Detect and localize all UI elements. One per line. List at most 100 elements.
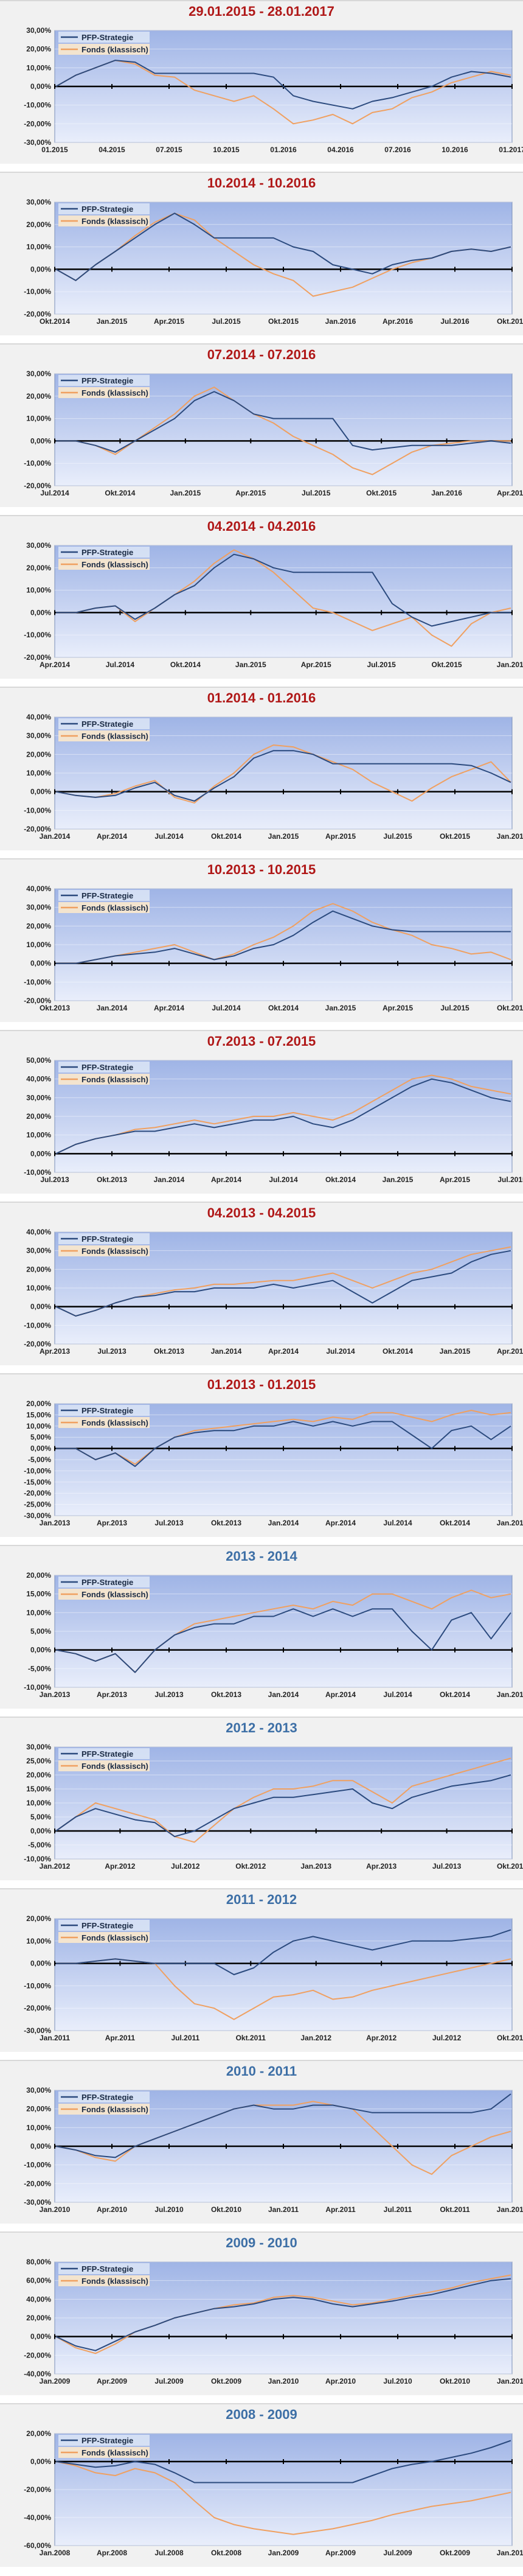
legend-label-strategy: PFP-Strategie	[81, 2436, 133, 2445]
y-tick-label: -20,00%	[24, 2004, 51, 2012]
x-tick-label: Okt.2014	[211, 832, 241, 841]
y-tick-label: 10,00%	[26, 1284, 51, 1292]
chart-svg: 30,00% 20,00% 10,00% 0,00% -10,00% -20,00% -30…	[24, 26, 523, 154]
x-tick-label: Okt.2014	[268, 1004, 299, 1012]
y-tick-label: 20,00%	[26, 220, 51, 229]
x-tick-label: Jan.2015	[235, 660, 266, 669]
y-tick-label: -20,00%	[24, 2351, 51, 2359]
x-tick-label: Apr.2013	[97, 1690, 127, 1699]
y-tick-label: -20,00%	[24, 481, 51, 490]
x-tick-label: Okt.2016	[497, 317, 523, 326]
x-tick-label: Jul.2009	[383, 2549, 412, 2557]
chart-svg: 20,00%10,00%0,00%-10,00%-20,00%-30,00%Ja…	[24, 1914, 523, 2042]
x-tick-label: Jan.2015	[497, 1690, 523, 1699]
x-tick-label: Jan.2015	[440, 1347, 471, 1356]
legend: PFP-Strategie Fonds (klassisch)	[58, 203, 150, 226]
legend-label-strategy: PFP-Strategie	[81, 1921, 133, 1930]
y-tick-label: 10,00%	[26, 940, 51, 949]
chart-title: 04.2014 - 04.2016	[207, 519, 316, 534]
y-tick-label: -20,00%	[24, 1489, 51, 1497]
y-tick-label: 10,00%	[26, 63, 51, 72]
legend-bg-fund	[58, 1760, 150, 1771]
y-tick-label: 0,00%	[30, 2457, 51, 2466]
legend-label-fund: Fonds (klassisch)	[81, 732, 148, 741]
chart-title: 2012 - 2013	[226, 1720, 297, 1735]
x-tick-label: Jul.2014	[154, 832, 184, 841]
y-tick-label: -5,00%	[28, 1664, 51, 1673]
x-tick-label: Jan.2015	[268, 832, 299, 841]
legend-bg-fund	[58, 1417, 150, 1428]
x-tick-label: Jan.2012	[300, 2034, 331, 2042]
chart-svg: 40,00% 30,00% 20,00% 10,00% 0,00% -10,00% -20,…	[24, 884, 523, 1012]
y-tick-label: -30,00%	[24, 2198, 51, 2207]
legend: PFP-Strategie Fonds (klassisch)	[58, 890, 150, 913]
legend-label-fund: Fonds (klassisch)	[81, 1933, 148, 1942]
x-tick-label: Jul.2014	[383, 1519, 412, 1527]
chart-panel: 2008 - 2009 20,00% 0,00% -20,00% -40,00% -60,…	[0, 2403, 523, 2567]
legend-bg-fund	[58, 387, 150, 398]
x-tick-label: Apr.2010	[325, 2377, 356, 2385]
y-tick-label: -10,00%	[24, 978, 51, 986]
legend-label-strategy: PFP-Strategie	[81, 1063, 133, 1072]
series-line-strategy	[55, 1774, 511, 1838]
series-line-strategy	[55, 2440, 511, 2483]
y-tick-label: -5,00%	[28, 1455, 51, 1464]
y-tick-label: 10,00%	[26, 1937, 51, 1945]
x-tick-label: Apr.2014	[325, 1519, 356, 1527]
y-tick-label: -10,00%	[24, 1683, 51, 1692]
chart-panel: 2010 - 2011 30,00% 20,00% 10,00% 0,00% -10,00…	[0, 2060, 523, 2224]
legend-label-fund: Fonds (klassisch)	[81, 1762, 148, 1771]
y-tick-label: 0,00%	[30, 2333, 51, 2341]
y-tick-label: -30,00%	[24, 1511, 51, 1520]
y-tick-label: 40,00%	[26, 1228, 51, 1236]
y-tick-label: 20,00%	[26, 2429, 51, 2438]
x-tick-label: Jul.2015	[212, 317, 241, 326]
series-line-fund	[56, 1410, 511, 1465]
legend-label-fund: Fonds (klassisch)	[81, 45, 148, 54]
x-tick-label: Okt.2015	[440, 832, 470, 841]
legend-label-strategy: PFP-Strategie	[81, 1234, 133, 1244]
chart-panel: 07.2014 - 07.2016 30,00% 20,00% 10,00% 0,00%…	[0, 343, 523, 507]
legend-label-fund: Fonds (klassisch)	[81, 903, 148, 912]
legend-bg-strategy	[58, 1062, 150, 1073]
chart-title: 01.2013 - 01.2015	[207, 1377, 316, 1392]
x-tick-label: Jul.2014	[383, 1690, 412, 1699]
chart-panel: 04.2014 - 04.2016 30,00% 20,00% 10,00% 0,00%…	[0, 515, 523, 679]
x-tick-label: Jul.2015	[302, 489, 331, 497]
x-tick-label: Apr.2014	[325, 1690, 356, 1699]
x-tick-label: Apr.2015	[301, 660, 331, 669]
x-tick-label: Jan.2014	[211, 1347, 242, 1356]
x-tick-label: 10.2015	[213, 145, 240, 154]
y-tick-label: -20,00%	[24, 825, 51, 833]
x-tick-label: Apr.2014	[211, 1175, 241, 1184]
chart-title: 2013 - 2014	[226, 1549, 297, 1564]
chart-title: 10.2014 - 10.2016	[207, 175, 316, 191]
x-tick-label: Okt.2014	[440, 1519, 470, 1527]
y-tick-label: 20,00%	[26, 1112, 51, 1121]
y-tick-label: 20,00%	[26, 1399, 51, 1408]
x-tick-label: Okt.2011	[236, 2034, 266, 2042]
legend-bg-strategy	[58, 1577, 150, 1587]
chart-svg: 20,00% 15,00% 10,00% 5,00% 0,00% -5,00% -10,00…	[24, 1399, 523, 1527]
series-line-strategy	[56, 1929, 511, 1975]
x-tick-label: Apr.2016	[383, 317, 413, 326]
x-tick-label: Apr.2013	[40, 1347, 70, 1356]
y-tick-label: -10,00%	[24, 1168, 51, 1177]
chart-panel: 2013 - 2014 20,00% 15,00% 10,00% 5,00% 0,00% -…	[0, 1545, 523, 1709]
y-tick-label: -10,00%	[24, 1466, 51, 1475]
x-tick-label: Apr.2011	[105, 2034, 136, 2042]
y-tick-label: 50,00%	[26, 1056, 51, 1065]
legend-bg-fund	[58, 902, 150, 913]
chart-title: 04.2013 - 04.2015	[207, 1205, 316, 1220]
y-tick-label: 0,00%	[30, 1303, 51, 1311]
x-tick-label: 07.2015	[156, 145, 182, 154]
legend-label-fund: Fonds (klassisch)	[81, 217, 148, 226]
series-line-strategy	[55, 2093, 511, 2158]
legend-label-fund: Fonds (klassisch)	[81, 1075, 148, 1084]
x-tick-label: Jan.2011	[40, 2034, 70, 2042]
x-tick-label: Okt.2011	[440, 2205, 470, 2214]
series-line-strategy	[55, 2278, 511, 2351]
y-tick-label: 60,00%	[26, 2277, 51, 2285]
x-tick-label: Jul.2015	[497, 1175, 523, 1184]
y-tick-label: 10,00%	[26, 586, 51, 595]
